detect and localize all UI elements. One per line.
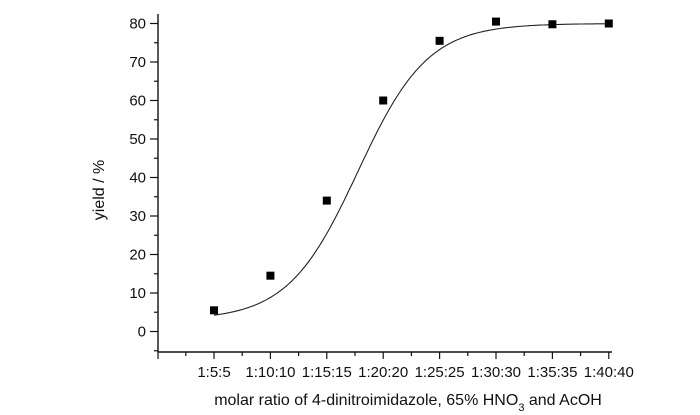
axes: [157, 14, 612, 353]
data-point: [492, 17, 500, 26]
y-tick-label: 30: [129, 208, 146, 225]
y-tick-label: 60: [129, 93, 146, 110]
y-tick-label: 40: [129, 170, 146, 187]
x-tick-label: 1:25:25: [415, 364, 465, 381]
x-tick-label: 1:20:20: [358, 364, 408, 381]
y-axis-title: yield / %: [91, 160, 108, 220]
x-axis-title-main: molar ratio of 4-dinitroimidazole, 65% H…: [214, 392, 518, 409]
data-point: [435, 36, 444, 45]
x-tick-label: 1:35:35: [527, 364, 577, 381]
y-tick-label: 70: [129, 54, 146, 71]
x-axis-title-subscript: 3: [518, 402, 524, 414]
data-point: [322, 196, 331, 205]
y-tick-label: 80: [129, 16, 146, 33]
x-tick-label: 1:40:40: [584, 364, 634, 381]
fit-curve: [213, 23, 609, 316]
x-tick-label: 1:5:5: [197, 364, 230, 381]
y-tick-label: 50: [129, 131, 146, 148]
x-tick-label: 1:10:10: [245, 364, 295, 381]
data-points: [210, 17, 613, 315]
data-point: [266, 271, 275, 280]
y-tick-label: 0: [138, 324, 146, 341]
y-axis-ticks: 0 10 20 30 40 50 60 70 80: [129, 16, 158, 352]
x-tick-label: 1:15:15: [302, 364, 352, 381]
data-point: [604, 19, 613, 28]
x-axis-title: molar ratio of 4-dinitroimidazole, 65% H…: [214, 392, 602, 414]
x-axis-title-suffix: and AcOH: [524, 392, 601, 409]
data-point: [548, 20, 557, 29]
y-tick-label: 10: [129, 285, 146, 302]
data-point: [379, 96, 388, 105]
data-point: [210, 306, 218, 315]
x-axis-ticks: 1:5:5 1:10:10 1:15:15 1:20:20 1:25:25 1:30:30…: [157, 352, 634, 381]
x-tick-label: 1:30:30: [471, 364, 521, 381]
y-tick-label: 20: [129, 247, 146, 264]
